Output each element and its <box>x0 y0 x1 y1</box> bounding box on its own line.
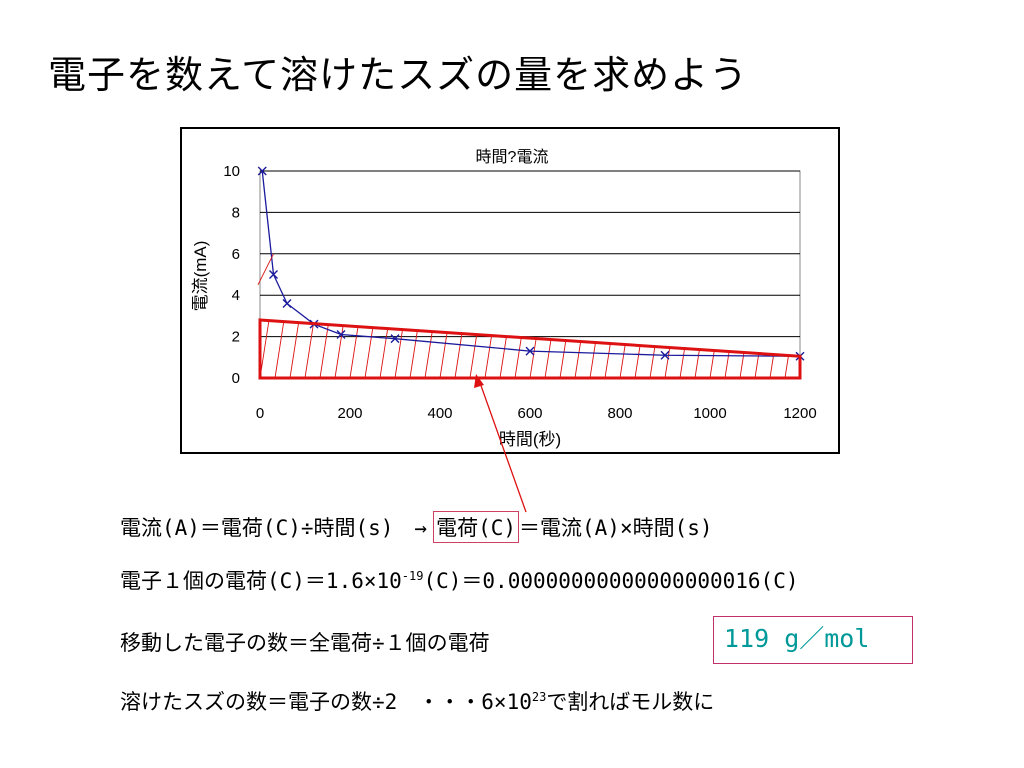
chart-frame: 時間?電流 0 2 4 6 8 10 0 200 400 600 800 1000 1200 時間(秒… <box>180 127 840 454</box>
hatch-line <box>739 320 755 378</box>
data-point <box>336 330 346 340</box>
formula-current-left: 電流(A)＝電荷(C)÷時間(s) → <box>120 516 428 540</box>
hatch-line <box>349 320 365 378</box>
electron-charge-exponent: -19 <box>401 569 424 583</box>
hatch-line <box>245 288 259 378</box>
x-tick-label: 800 <box>607 405 632 422</box>
x-tick-label: 400 <box>427 405 452 422</box>
x-axis-label: 時間(秒) <box>499 430 561 449</box>
hatch-line <box>769 320 785 378</box>
hatch-line <box>559 320 575 378</box>
slide-title: 電子を数えて溶けたスズの量を求めよう <box>48 53 749 97</box>
area-trapezoid <box>258 318 802 380</box>
hatch-line <box>619 320 635 378</box>
data-point <box>660 350 670 360</box>
hatch-line <box>649 320 665 378</box>
formula-current: 電流(A)＝電荷(C)÷時間(s) → 電荷(C) ＝電流(A)×時間(s) <box>120 511 713 543</box>
x-tick-label: 200 <box>337 405 362 422</box>
x-tick-label: 600 <box>517 405 542 422</box>
y-tick-label: 2 <box>232 329 240 346</box>
hatch-line <box>394 320 410 378</box>
data-point <box>269 270 278 279</box>
hatch-line <box>304 320 320 378</box>
hatch-line <box>799 320 800 378</box>
y-tick-label: 8 <box>232 204 240 221</box>
hatch-line <box>484 320 500 378</box>
x-tick-label: 1000 <box>693 405 726 422</box>
y-tick-label: 10 <box>223 163 240 180</box>
hatch-line <box>215 288 229 378</box>
hatch-line <box>694 320 710 378</box>
current-time-chart: 時間?電流 0 2 4 6 8 10 0 200 400 600 800 1000 1200 時間(秒… <box>191 148 817 449</box>
hatch-line <box>724 320 740 378</box>
hatch-line <box>379 320 395 378</box>
hatch-line <box>499 320 515 378</box>
molar-mass-result: 119 g／mol <box>713 616 913 664</box>
x-tick-label: 0 <box>256 405 264 422</box>
y-tick-label: 4 <box>232 287 240 304</box>
hatch-line <box>664 320 680 378</box>
tin-count-right: で割ればモル数に <box>546 690 715 714</box>
formula-current-right: ＝電流(A)×時間(s) <box>519 516 713 540</box>
chart-title: 時間?電流 <box>476 148 549 166</box>
hatch-line <box>679 320 695 378</box>
hatch-line <box>709 320 725 378</box>
formula-electron-charge: 電子１個の電荷(C)＝1.6×10-19(C)＝0.00000000000000… <box>120 565 799 595</box>
hatch-line <box>319 320 335 378</box>
data-point <box>282 298 292 308</box>
electron-charge-left: 電子１個の電荷(C)＝1.6×10 <box>120 569 402 593</box>
data-point <box>390 334 400 344</box>
hatch-line <box>289 320 305 378</box>
hatch-line <box>784 320 800 378</box>
hatch-line <box>260 320 275 378</box>
formula-tin-count: 溶けたスズの数＝電子の数÷2 ・・・6×1023で割ればモル数に <box>120 686 714 716</box>
avogadro-exponent: 23 <box>531 690 547 704</box>
y-tick-label: 6 <box>232 246 240 263</box>
data-point <box>525 346 535 356</box>
electron-charge-right: (C)＝0.00000000000000000016(C) <box>423 569 799 593</box>
hatch-line <box>257 253 274 286</box>
hatch-line <box>589 320 605 378</box>
hatch-line <box>754 320 770 378</box>
hatch-line <box>604 320 620 378</box>
hatch-line <box>274 320 290 378</box>
data-point <box>257 166 267 176</box>
hatch-line <box>364 320 380 378</box>
hatch-line <box>529 320 545 378</box>
hatch-line <box>409 320 425 378</box>
y-tick-label: 0 <box>232 370 240 387</box>
hatch-line <box>544 320 560 378</box>
x-tick-label: 1200 <box>783 405 816 422</box>
y-axis-label: 電流(mA) <box>191 241 210 312</box>
plot-area <box>259 170 801 379</box>
hatch-line <box>634 320 650 378</box>
tin-count-left: 溶けたスズの数＝電子の数÷2 ・・・6×10 <box>120 690 532 714</box>
charge-box: 電荷(C) <box>433 511 520 543</box>
hatch-line <box>514 320 530 378</box>
hatch-line <box>574 320 590 378</box>
formula-electron-count: 移動した電子の数＝全電荷÷１個の電荷 <box>120 631 490 655</box>
